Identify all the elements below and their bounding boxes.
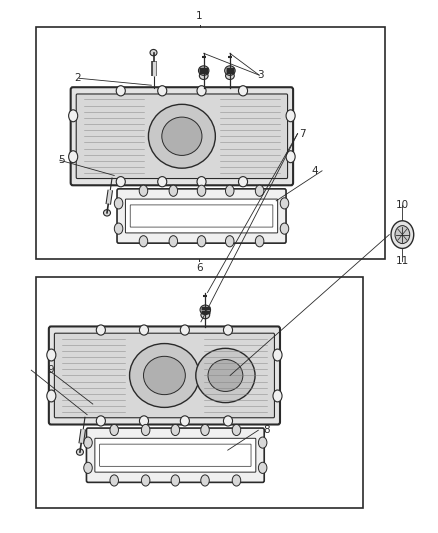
Ellipse shape — [84, 437, 92, 448]
FancyBboxPatch shape — [76, 94, 288, 179]
Ellipse shape — [139, 325, 148, 335]
Ellipse shape — [103, 209, 110, 216]
Ellipse shape — [169, 236, 177, 247]
FancyBboxPatch shape — [130, 205, 273, 227]
Ellipse shape — [223, 416, 233, 426]
Ellipse shape — [201, 311, 210, 319]
Ellipse shape — [197, 236, 206, 247]
FancyBboxPatch shape — [125, 199, 278, 233]
Ellipse shape — [141, 424, 150, 435]
Ellipse shape — [148, 104, 215, 168]
Ellipse shape — [226, 72, 234, 79]
Ellipse shape — [180, 416, 189, 426]
Text: 9: 9 — [48, 365, 54, 375]
Bar — [35, 277, 363, 508]
FancyBboxPatch shape — [54, 333, 275, 418]
Ellipse shape — [69, 110, 78, 122]
Ellipse shape — [114, 223, 123, 234]
Ellipse shape — [171, 475, 180, 486]
Ellipse shape — [158, 176, 167, 187]
Ellipse shape — [225, 66, 235, 75]
Ellipse shape — [391, 221, 414, 248]
Ellipse shape — [223, 325, 233, 335]
Ellipse shape — [116, 176, 125, 187]
Ellipse shape — [197, 86, 206, 96]
Ellipse shape — [150, 50, 157, 56]
Ellipse shape — [280, 223, 289, 234]
Ellipse shape — [273, 349, 282, 361]
Ellipse shape — [130, 344, 199, 407]
Ellipse shape — [200, 305, 211, 314]
Text: 2: 2 — [74, 73, 81, 83]
Ellipse shape — [180, 325, 189, 335]
FancyBboxPatch shape — [71, 87, 293, 185]
Bar — [35, 27, 385, 259]
Ellipse shape — [238, 86, 247, 96]
Ellipse shape — [232, 475, 241, 486]
Ellipse shape — [139, 185, 148, 196]
Ellipse shape — [395, 225, 410, 244]
Ellipse shape — [199, 72, 208, 79]
Text: 5: 5 — [59, 155, 65, 165]
Ellipse shape — [280, 198, 289, 209]
Ellipse shape — [258, 462, 267, 473]
Ellipse shape — [139, 236, 148, 247]
Ellipse shape — [158, 86, 167, 96]
Ellipse shape — [144, 357, 185, 394]
Ellipse shape — [255, 236, 264, 247]
Ellipse shape — [84, 462, 92, 473]
Ellipse shape — [286, 151, 295, 163]
Ellipse shape — [198, 66, 209, 75]
Ellipse shape — [169, 185, 177, 196]
Ellipse shape — [238, 176, 247, 187]
Text: 8: 8 — [264, 425, 270, 435]
Text: 11: 11 — [396, 256, 409, 266]
FancyBboxPatch shape — [86, 428, 264, 482]
Ellipse shape — [110, 424, 118, 435]
Ellipse shape — [232, 424, 241, 435]
Ellipse shape — [96, 416, 106, 426]
Ellipse shape — [77, 449, 83, 455]
Ellipse shape — [139, 416, 148, 426]
Ellipse shape — [116, 86, 125, 96]
Ellipse shape — [197, 185, 206, 196]
Text: 4: 4 — [312, 166, 318, 176]
Ellipse shape — [208, 360, 243, 391]
Ellipse shape — [226, 236, 234, 247]
Ellipse shape — [196, 349, 255, 402]
Ellipse shape — [171, 424, 180, 435]
Ellipse shape — [114, 198, 123, 209]
Ellipse shape — [162, 117, 202, 156]
Ellipse shape — [201, 424, 209, 435]
Ellipse shape — [226, 185, 234, 196]
Ellipse shape — [69, 151, 78, 163]
Text: 7: 7 — [299, 128, 305, 139]
Ellipse shape — [255, 185, 264, 196]
Text: 10: 10 — [396, 200, 409, 211]
Ellipse shape — [273, 390, 282, 402]
Text: 3: 3 — [257, 70, 264, 80]
Ellipse shape — [141, 475, 150, 486]
Ellipse shape — [96, 325, 106, 335]
Ellipse shape — [286, 110, 295, 122]
FancyBboxPatch shape — [100, 444, 251, 466]
Ellipse shape — [110, 475, 118, 486]
FancyBboxPatch shape — [49, 326, 280, 424]
Ellipse shape — [201, 475, 209, 486]
FancyBboxPatch shape — [95, 438, 256, 472]
FancyBboxPatch shape — [117, 189, 286, 243]
Ellipse shape — [258, 437, 267, 448]
Ellipse shape — [197, 176, 206, 187]
Ellipse shape — [47, 390, 56, 402]
Text: 6: 6 — [196, 263, 203, 273]
Ellipse shape — [47, 349, 56, 361]
Text: 1: 1 — [196, 11, 203, 21]
